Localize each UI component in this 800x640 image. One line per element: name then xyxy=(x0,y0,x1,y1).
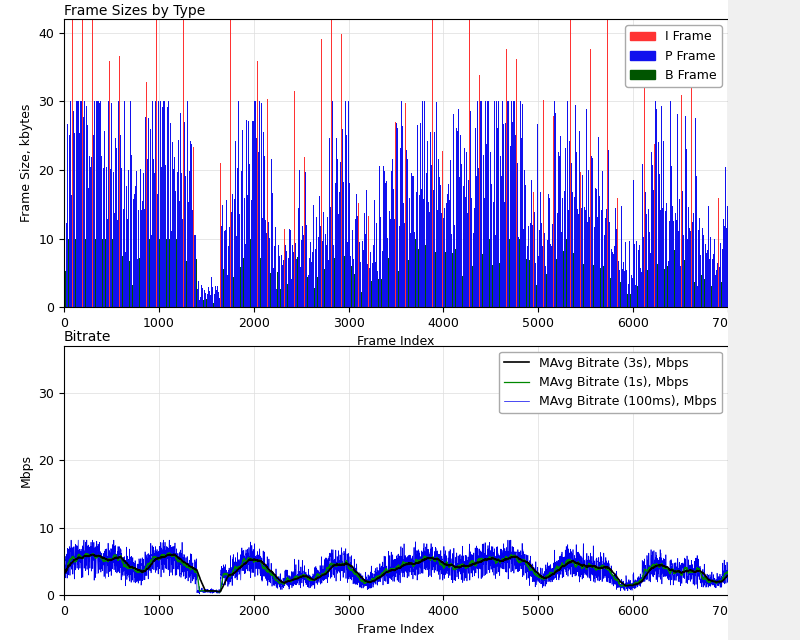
MAvg Bitrate (1s), Mbps xyxy=(381,565,390,573)
MAvg Bitrate (1s), Mbps xyxy=(165,549,174,557)
MAvg Bitrate (100ms), Mbps xyxy=(234,564,243,572)
MAvg Bitrate (3s), Mbps xyxy=(323,568,333,575)
MAvg Bitrate (3s), Mbps xyxy=(381,569,390,577)
MAvg Bitrate (1s), Mbps xyxy=(214,588,223,596)
MAvg Bitrate (100ms), Mbps xyxy=(509,543,518,551)
MAvg Bitrate (100ms), Mbps xyxy=(323,561,333,568)
MAvg Bitrate (3s), Mbps xyxy=(723,572,733,579)
Legend: I Frame, P Frame, B Frame: I Frame, P Frame, B Frame xyxy=(625,26,722,87)
MAvg Bitrate (1s), Mbps xyxy=(234,563,243,571)
MAvg Bitrate (100ms), Mbps xyxy=(66,536,76,544)
MAvg Bitrate (100ms), Mbps xyxy=(59,550,69,557)
MAvg Bitrate (3s), Mbps xyxy=(94,552,104,560)
MAvg Bitrate (3s), Mbps xyxy=(216,588,226,595)
MAvg Bitrate (100ms), Mbps xyxy=(381,557,390,564)
Legend: MAvg Bitrate (3s), Mbps, MAvg Bitrate (1s), Mbps, MAvg Bitrate (100ms), Mbps: MAvg Bitrate (3s), Mbps, MAvg Bitrate (1… xyxy=(499,352,722,413)
Line: MAvg Bitrate (3s), Mbps: MAvg Bitrate (3s), Mbps xyxy=(64,554,728,591)
MAvg Bitrate (1s), Mbps xyxy=(323,564,333,572)
MAvg Bitrate (100ms), Mbps xyxy=(194,590,204,598)
MAvg Bitrate (1s), Mbps xyxy=(94,552,104,560)
MAvg Bitrate (1s), Mbps xyxy=(509,552,518,559)
MAvg Bitrate (1s), Mbps xyxy=(310,575,320,583)
MAvg Bitrate (3s), Mbps xyxy=(59,550,69,557)
Y-axis label: Mbps: Mbps xyxy=(20,454,33,487)
MAvg Bitrate (100ms), Mbps xyxy=(94,557,104,564)
Line: MAvg Bitrate (100ms), Mbps: MAvg Bitrate (100ms), Mbps xyxy=(64,540,728,594)
MAvg Bitrate (100ms), Mbps xyxy=(310,580,320,588)
MAvg Bitrate (3s), Mbps xyxy=(310,576,319,584)
Text: Frame Sizes by Type: Frame Sizes by Type xyxy=(64,4,206,18)
X-axis label: Frame Index: Frame Index xyxy=(358,623,434,636)
MAvg Bitrate (1s), Mbps xyxy=(59,550,69,557)
MAvg Bitrate (100ms), Mbps xyxy=(723,573,733,580)
X-axis label: Frame Index: Frame Index xyxy=(358,335,434,348)
Line: MAvg Bitrate (1s), Mbps: MAvg Bitrate (1s), Mbps xyxy=(64,553,728,592)
MAvg Bitrate (1s), Mbps xyxy=(723,569,733,577)
MAvg Bitrate (3s), Mbps xyxy=(233,566,242,573)
Y-axis label: Frame Size, kbytes: Frame Size, kbytes xyxy=(20,104,33,222)
Text: Bitrate: Bitrate xyxy=(64,330,111,344)
MAvg Bitrate (3s), Mbps xyxy=(509,553,518,561)
